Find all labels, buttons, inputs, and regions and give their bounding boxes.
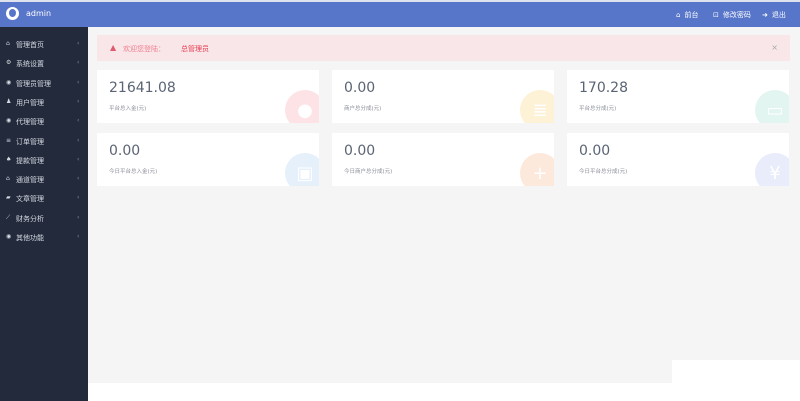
sign-out-icon: ➜ (762, 11, 768, 19)
sidebar-item[interactable]: ◉ 其他功能 ‹ (0, 228, 88, 247)
user-circle-icon: ◉ (6, 78, 12, 86)
stat-card: 0.00 今日平台总分成(元) ¥ (567, 133, 789, 186)
bank-icon: ⌂ (6, 175, 10, 183)
sidebar-item[interactable]: ◉ 管理员管理 ‹ (0, 74, 88, 93)
piggy-bank-icon: ● (285, 90, 319, 123)
stat-value: 0.00 (344, 80, 376, 96)
stat-label: 平台总入金(元) (109, 106, 147, 112)
alert-text: 欢迎您登陆： (123, 45, 165, 53)
stat-card: 0.00 商户总分成(元) ≣ (332, 70, 554, 123)
stat-label: 商户总分成(元) (344, 106, 382, 112)
stat-card: 170.28 平台总分成(元) ▭ (567, 70, 789, 123)
book-icon: ▰ (6, 194, 11, 202)
sidebar-item-label: 代理管理 (16, 118, 44, 127)
welcome-alert: ▲ 欢迎您登陆： 总管理员 × (97, 35, 790, 61)
sidebar-item[interactable]: ⌂ 管理首页 ‹ (0, 35, 88, 54)
stat-value: 21641.08 (109, 80, 176, 96)
stat-card: 0.00 今日平台总入金(元) ▣ (97, 133, 319, 186)
yen-bag-icon: ¥ (755, 153, 789, 186)
chevron-left-icon: ‹ (77, 194, 80, 202)
sidebar: ⌂ 管理首页 ‹ ⚙ 系统设置 ‹ ◉ 管理员管理 ‹ ♟ 用户管理 ‹ ◉ 代理管理 ‹ ≡ 订单管理 ‹ ♠ 提款… (0, 27, 88, 401)
home-icon: ⌂ (6, 40, 10, 47)
stat-value: 0.00 (344, 143, 376, 159)
lock-icon: ⊡ (713, 11, 719, 19)
coins-plus-icon: + (520, 153, 554, 186)
sidebar-item[interactable]: ♟ 用户管理 ‹ (0, 93, 88, 112)
sidebar-item[interactable]: ⌂ 通道管理 ‹ (0, 170, 88, 189)
frontend-link[interactable]: ⌂ 前台 (676, 10, 698, 20)
stat-label: 今日平台总分成(元) (579, 169, 628, 175)
avatar-icon (6, 7, 19, 20)
stat-label: 今日平台总入金(元) (109, 169, 158, 175)
money-bag-icon: ♠ (6, 155, 12, 163)
chevron-left-icon: ‹ (77, 233, 80, 240)
change-password-link[interactable]: ⊡ 修改密码 (713, 10, 751, 20)
sidebar-item[interactable]: ♠ 提款管理 ‹ (0, 151, 88, 170)
credit-card-icon: ▭ (755, 90, 789, 123)
sidebar-item[interactable]: ⚙ 系统设置 ‹ (0, 54, 88, 73)
line-chart-icon: ⟋ (6, 213, 11, 221)
users-icon: ♟ (6, 97, 12, 105)
sidebar-item-label: 系统设置 (16, 60, 44, 69)
sidebar-item-label: 财务分析 (16, 214, 44, 223)
user-circle-icon: ◉ (6, 117, 12, 125)
logout-label: 退出 (771, 11, 786, 19)
top-header: admin ⌂ 前台 ⊡ 修改密码 ➜ 退出 (0, 0, 800, 27)
sidebar-item[interactable]: ≡ 订单管理 ‹ (0, 132, 88, 151)
stat-value: 170.28 (579, 80, 628, 96)
blank-area (672, 360, 800, 383)
footer (88, 383, 800, 401)
sidebar-item-label: 文章管理 (16, 195, 44, 204)
chevron-left-icon: ‹ (77, 175, 80, 183)
wallet-icon: ▣ (285, 153, 319, 186)
logout-link[interactable]: ➜ 退出 (762, 10, 786, 20)
chevron-left-icon: ‹ (77, 97, 80, 105)
list-icon: ≡ (6, 136, 12, 144)
coins-icon: ≣ (520, 90, 554, 123)
sidebar-item-label: 订单管理 (16, 137, 44, 146)
stat-value: 0.00 (109, 143, 141, 159)
sidebar-item-label: 管理首页 (16, 41, 44, 49)
stat-value: 0.00 (579, 143, 611, 159)
sidebar-item-label: 通道管理 (16, 176, 44, 185)
chevron-left-icon: ‹ (77, 59, 80, 67)
home-icon: ⌂ (676, 11, 681, 19)
user-circle-icon: ◉ (6, 233, 12, 240)
chevron-left-icon: ‹ (77, 117, 80, 125)
close-icon[interactable]: × (771, 43, 778, 52)
alert-role: 总管理员 (181, 45, 209, 53)
sidebar-item-label: 管理员管理 (16, 79, 51, 88)
chevron-left-icon: ‹ (77, 40, 80, 47)
username[interactable]: admin (26, 9, 52, 18)
chevron-left-icon: ‹ (77, 213, 80, 221)
sidebar-item-label: 用户管理 (16, 98, 44, 107)
change-password-label: 修改密码 (722, 11, 751, 19)
sidebar-item[interactable]: ⟋ 财务分析 ‹ (0, 209, 88, 228)
chevron-left-icon: ‹ (77, 78, 80, 86)
stat-card: 21641.08 平台总入金(元) ● (97, 70, 319, 123)
stat-label: 平台总分成(元) (579, 106, 617, 112)
sidebar-item[interactable]: ▰ 文章管理 ‹ (0, 189, 88, 208)
sidebar-item-label: 提款管理 (16, 156, 44, 165)
chevron-left-icon: ‹ (77, 155, 80, 163)
stat-label: 今日商户总分成(元) (344, 169, 393, 175)
stat-card: 0.00 今日商户总分成(元) + (332, 133, 554, 186)
warning-icon: ▲ (110, 43, 117, 52)
chevron-left-icon: ‹ (77, 136, 80, 144)
cogs-icon: ⚙ (6, 59, 12, 67)
sidebar-item-label: 其他功能 (16, 234, 44, 242)
sidebar-item[interactable]: ◉ 代理管理 ‹ (0, 112, 88, 131)
frontend-label: 前台 (684, 11, 699, 19)
